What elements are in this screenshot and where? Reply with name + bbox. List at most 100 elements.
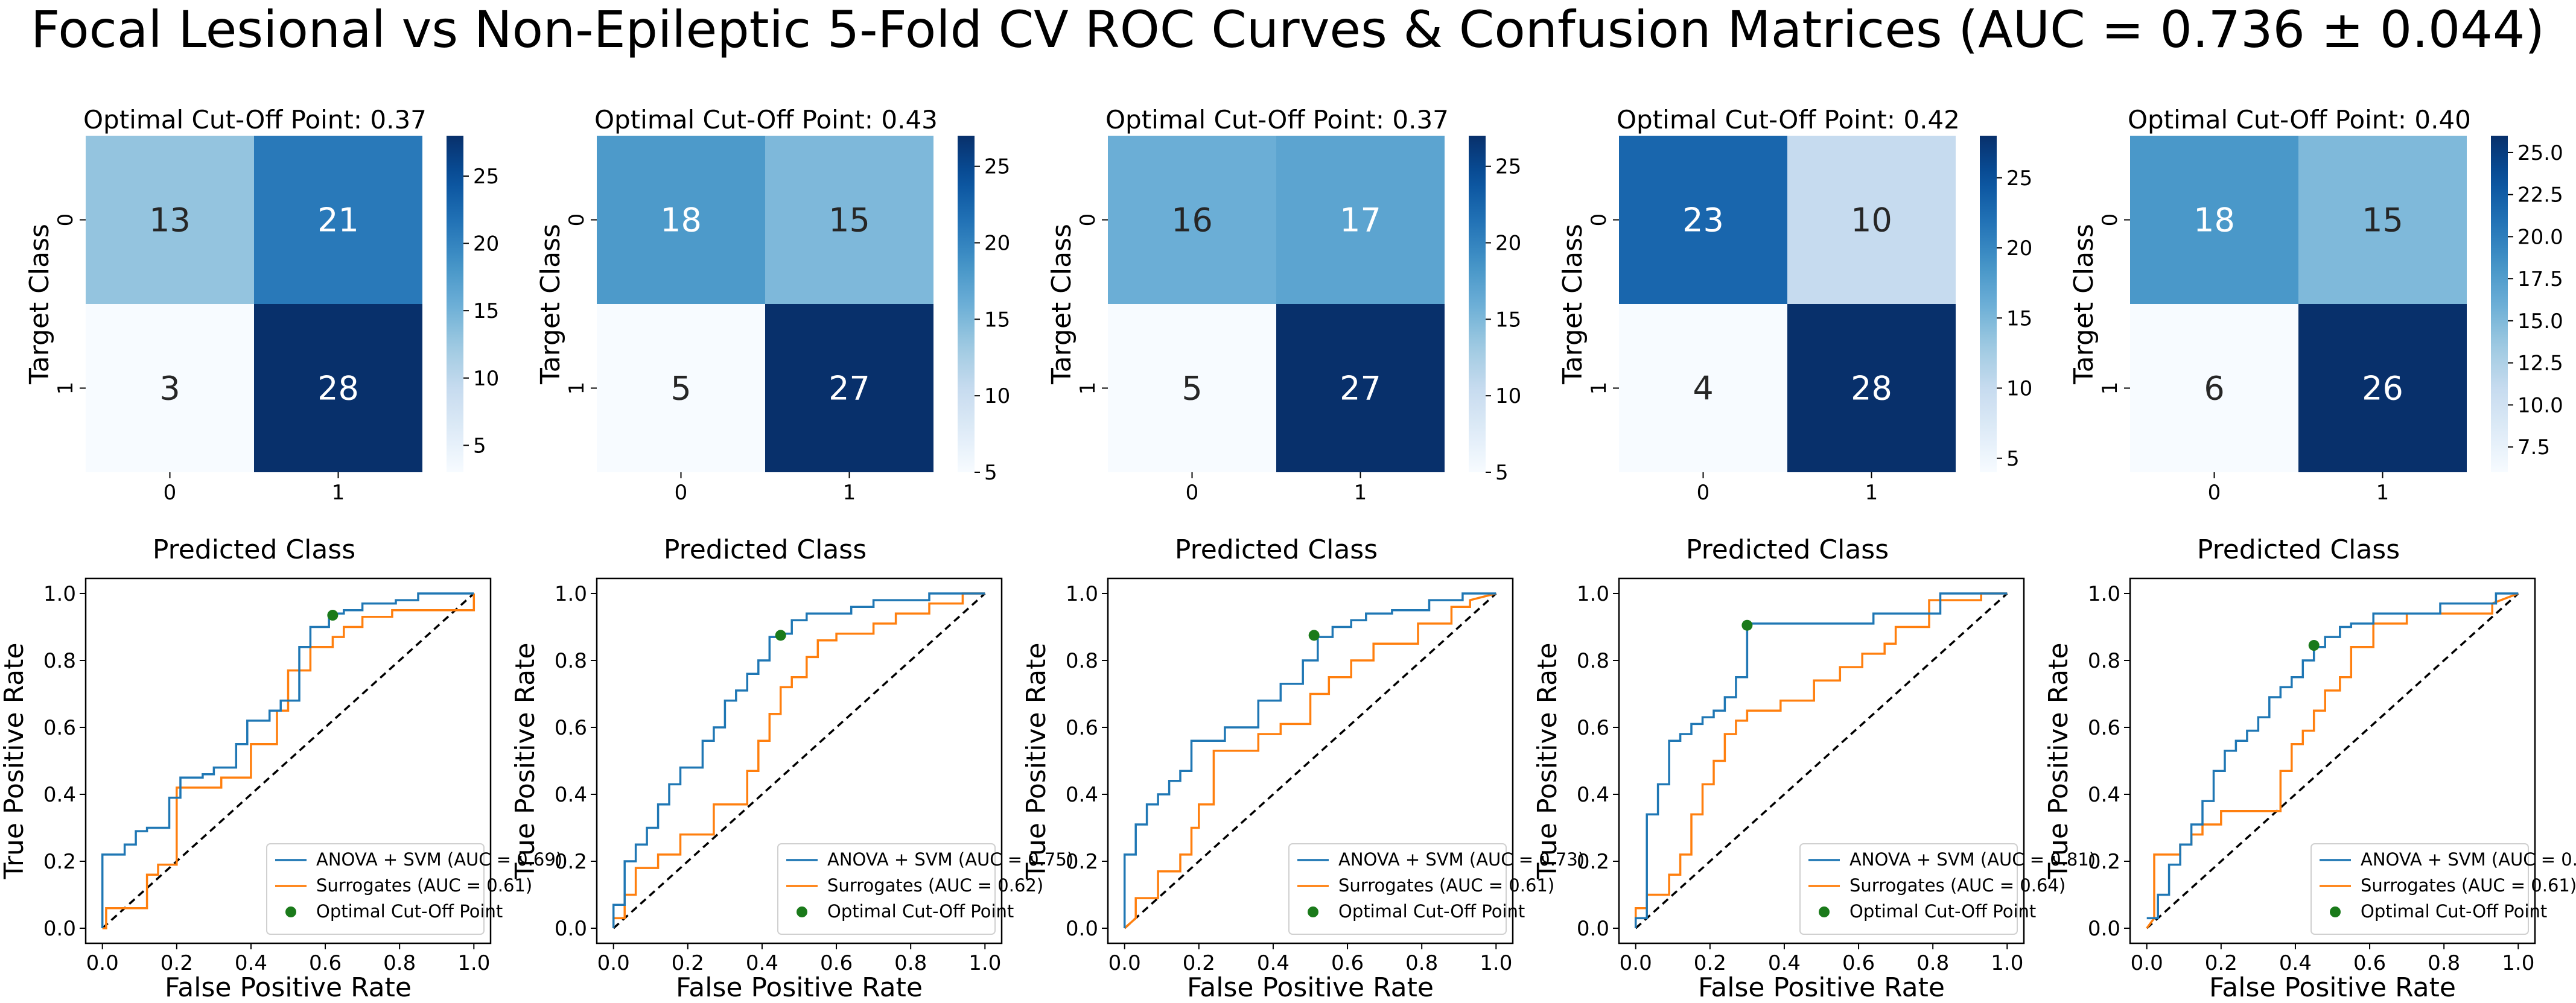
x-tick-label: 0.8 xyxy=(1405,951,1438,975)
chance-diagonal-line xyxy=(1124,592,1497,929)
legend-surrogates-label: Surrogates (AUC = 0.61) xyxy=(1338,875,1554,896)
y-tick-label: 0.4 xyxy=(43,783,76,807)
colorbar-tick-label: 20 xyxy=(473,232,499,256)
x-tick-label: 0.0 xyxy=(86,951,119,975)
matrix-cell-value: 28 xyxy=(317,370,359,408)
x-tick-label: 0.2 xyxy=(1183,951,1215,975)
matrix-cell xyxy=(1787,304,1956,472)
y-tick-label: 0.8 xyxy=(43,649,76,673)
legend-box xyxy=(777,843,996,935)
colorbar-tick-label: 22.5 xyxy=(2517,183,2563,207)
colorbar xyxy=(1469,136,1486,472)
x-tick-label: 0 xyxy=(2208,481,2221,505)
y-tick-label: 0.4 xyxy=(2088,783,2120,807)
y-tick-label: 1 xyxy=(54,382,78,395)
matrix-cell-value: 13 xyxy=(149,201,191,239)
roc-plot-5: 0.0 0.2 0.4 0.6 0.8 1.0 0.0 0.2 0.4 0.6 0.8 1.0 Fals… xyxy=(2043,577,2576,1003)
y-tick-label: 0.8 xyxy=(2088,649,2120,673)
matrix-cell xyxy=(597,136,765,304)
colorbar-tick-label: 10 xyxy=(1495,384,1521,408)
x-tick-label: 0.4 xyxy=(1257,951,1290,975)
matrix-cell-value: 26 xyxy=(2362,370,2403,408)
matrix-cell xyxy=(597,304,765,472)
x-axis-label: Predicted Class xyxy=(2197,534,2400,565)
x-axis-label: False Positive Rate xyxy=(2209,972,2456,1003)
legend-svm-label: ANOVA + SVM (AUC = 0.73) xyxy=(1338,849,1585,870)
y-tick-label: 0.0 xyxy=(43,917,76,941)
y-tick-label: 1.0 xyxy=(43,582,76,606)
x-axis-label: Predicted Class xyxy=(1686,534,1889,565)
legend-cutoff-label: Optimal Cut-Off Point xyxy=(1849,901,2036,922)
y-tick-label: 0.6 xyxy=(43,716,76,740)
colorbar-tick-label: 12.5 xyxy=(2517,352,2563,376)
legend-cutoff-swatch xyxy=(797,906,807,917)
matrix-cell-value: 17 xyxy=(1340,201,1381,239)
y-tick-label: 1 xyxy=(2098,382,2122,395)
roc-plot-3: 0.0 0.2 0.4 0.6 0.8 1.0 0.0 0.2 0.4 0.6 0.8 1.0 Fals… xyxy=(1021,577,1585,1003)
legend-svm-label: ANOVA + SVM (AUC = 0.75) xyxy=(827,849,1073,870)
roc-plot-1: 0.0 0.2 0.4 0.6 0.8 1.0 0.0 0.2 0.4 0.6 0.8 1.0 Fals… xyxy=(0,577,562,1003)
x-axis-label: False Positive Rate xyxy=(165,972,412,1003)
x-tick-label: 0.8 xyxy=(894,951,927,975)
colorbar xyxy=(447,136,463,472)
matrix-cell-value: 27 xyxy=(1340,370,1381,408)
matrix-title: Optimal Cut-Off Point: 0.43 xyxy=(594,105,938,134)
roc-plot-4: 0.0 0.2 0.4 0.6 0.8 1.0 0.0 0.2 0.4 0.6 0.8 1.0 Fals… xyxy=(1532,577,2096,1003)
x-tick-label: 0.0 xyxy=(2131,951,2163,975)
x-tick-label: 0.4 xyxy=(746,951,778,975)
legend: ANOVA + SVM (AUC = 0.81) Surrogates (AUC … xyxy=(1799,843,2096,935)
y-tick-label: 1.0 xyxy=(2088,582,2120,606)
legend-surrogates-label: Surrogates (AUC = 0.62) xyxy=(827,875,1043,896)
matrix-cell xyxy=(86,304,254,472)
matrix-cell xyxy=(1619,304,1787,472)
x-tick-label: 0.6 xyxy=(1842,951,1875,975)
colorbar xyxy=(2491,136,2508,472)
colorbar-tick-label: 20 xyxy=(1495,232,1521,256)
x-tick-label: 0.2 xyxy=(161,951,193,975)
x-axis-label: Predicted Class xyxy=(664,534,867,565)
y-axis-label: True Positive Rate xyxy=(1021,643,1052,880)
legend-svm-label: ANOVA + SVM (AUC = 0.70) xyxy=(2361,849,2576,870)
x-tick-label: 0.6 xyxy=(2353,951,2386,975)
x-tick-label: 0.2 xyxy=(2205,951,2237,975)
matrix-cell-value: 5 xyxy=(670,370,691,408)
y-tick-label: 0.6 xyxy=(2088,716,2120,740)
y-tick-label: 0 xyxy=(1587,214,1611,227)
matrix-cell-value: 15 xyxy=(828,201,870,239)
legend-cutoff-swatch xyxy=(285,906,296,917)
matrix-cell xyxy=(254,304,422,472)
colorbar-tick-label: 25 xyxy=(473,165,499,189)
y-tick-label: 0.2 xyxy=(43,850,76,874)
legend-surrogates-label: Surrogates (AUC = 0.64) xyxy=(1849,875,2066,896)
legend: ANOVA + SVM (AUC = 0.69) Surrogates (AUC … xyxy=(266,843,562,935)
colorbar-tick-label: 17.5 xyxy=(2517,267,2563,291)
y-axis-label: True Positive Rate xyxy=(2043,643,2074,880)
colorbar-tick-label: 15 xyxy=(984,308,1010,332)
matrix-cell-value: 16 xyxy=(1171,201,1213,239)
y-tick-label: 0.0 xyxy=(1577,917,1609,941)
y-tick-label: 0 xyxy=(54,214,78,227)
y-axis-label: True Positive Rate xyxy=(1532,643,1563,880)
legend-cutoff-label: Optimal Cut-Off Point xyxy=(1338,901,1525,922)
colorbar-tick-label: 15 xyxy=(2006,306,2032,331)
colorbar-tick-label: 20 xyxy=(984,232,1010,256)
y-tick-label: 0.8 xyxy=(1066,649,1098,673)
optimal-cutoff-point xyxy=(1741,619,1753,631)
x-tick-label: 0.0 xyxy=(597,951,630,975)
x-tick-label: 0.2 xyxy=(672,951,704,975)
x-tick-label: 1 xyxy=(2376,481,2390,505)
y-axis-label: Target Class xyxy=(1557,224,1588,385)
matrix-title: Optimal Cut-Off Point: 0.37 xyxy=(1105,105,1449,134)
x-tick-label: 0 xyxy=(1697,481,1710,505)
optimal-cutoff-point xyxy=(327,610,339,621)
y-tick-label: 1.0 xyxy=(1066,582,1098,606)
matrix-title: Optimal Cut-Off Point: 0.37 xyxy=(83,105,427,134)
colorbar-tick-label: 25 xyxy=(1495,155,1521,179)
y-tick-label: 1 xyxy=(1076,382,1100,395)
matrix-cell xyxy=(2130,304,2298,472)
y-tick-label: 0.2 xyxy=(1066,850,1098,874)
x-axis-label: False Positive Rate xyxy=(1187,972,1434,1003)
